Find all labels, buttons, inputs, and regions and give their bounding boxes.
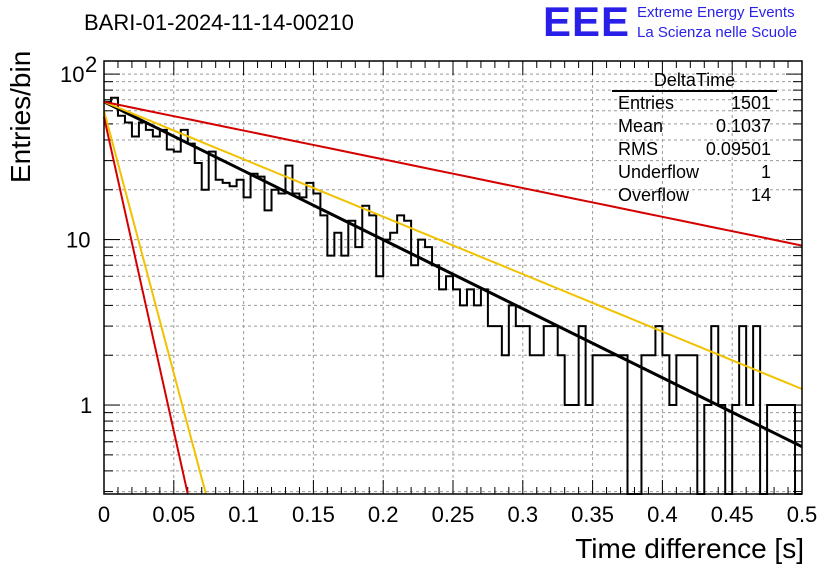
y-tick-label: 10 bbox=[66, 228, 90, 253]
stats-label: Underflow bbox=[618, 162, 700, 182]
stats-label: Mean bbox=[618, 116, 664, 136]
y-tick-label: 1 bbox=[80, 393, 92, 418]
x-tick-label: 0.45 bbox=[711, 502, 754, 527]
curve-upper-slow bbox=[103, 100, 803, 390]
x-tick-label: 0.35 bbox=[571, 502, 614, 527]
curve-outer-fast bbox=[103, 116, 189, 495]
x-tick-label: 0.25 bbox=[432, 502, 475, 527]
curve-upper-fast bbox=[103, 110, 207, 495]
y-axis-label: Entries/bin bbox=[5, 50, 36, 183]
x-tick-label: 0 bbox=[98, 502, 110, 527]
curve-fit bbox=[103, 100, 803, 449]
x-tick-label: 0.2 bbox=[368, 502, 399, 527]
y-tick-label: 10 bbox=[60, 62, 84, 87]
stats-label: Overflow bbox=[618, 185, 690, 205]
x-tick-label: 0.1 bbox=[228, 502, 259, 527]
x-tick-label: 0.15 bbox=[292, 502, 335, 527]
chart-title: BARI-01-2024-11-14-00210 bbox=[84, 10, 354, 35]
stats-row-mean: Mean 0.1037 bbox=[612, 115, 777, 138]
stats-box: DeltaTime Entries 1501 Mean 0.1037 RMS 0.09… bbox=[612, 70, 777, 207]
stats-value: 14 bbox=[750, 185, 771, 205]
x-tick-label: 0.05 bbox=[152, 502, 195, 527]
histogram-series bbox=[104, 96, 802, 495]
y-tick-label-exponent: 2 bbox=[85, 52, 97, 77]
curve-outer-slow bbox=[103, 100, 803, 247]
stats-value: 0.1037 bbox=[715, 116, 771, 136]
stats-row-entries: Entries 1501 bbox=[612, 92, 777, 115]
logo-subtitle-2: La Scienza nelle Scuole bbox=[637, 24, 798, 41]
stats-label: Entries bbox=[618, 93, 675, 113]
stats-label: RMS bbox=[618, 139, 658, 159]
stats-value: 0.09501 bbox=[705, 139, 771, 159]
plot-frame bbox=[103, 60, 803, 495]
stats-value: 1 bbox=[760, 162, 771, 182]
x-tick-label: 0.4 bbox=[647, 502, 678, 527]
eee-logo: EEE bbox=[543, 0, 631, 45]
x-tick-label: 0.5 bbox=[787, 502, 818, 527]
x-tick-label: 0.3 bbox=[508, 502, 539, 527]
stats-value: 1501 bbox=[730, 93, 771, 113]
stats-row-underflow: Underflow 1 bbox=[612, 161, 777, 184]
stats-row-rms: RMS 0.09501 bbox=[612, 138, 777, 161]
stats-row-overflow: Overflow 14 bbox=[612, 184, 777, 207]
stats-box-title: DeltaTime bbox=[612, 70, 777, 92]
logo-subtitle-1: Extreme Energy Events bbox=[637, 4, 795, 21]
x-axis-label: Time difference [s] bbox=[575, 533, 804, 564]
